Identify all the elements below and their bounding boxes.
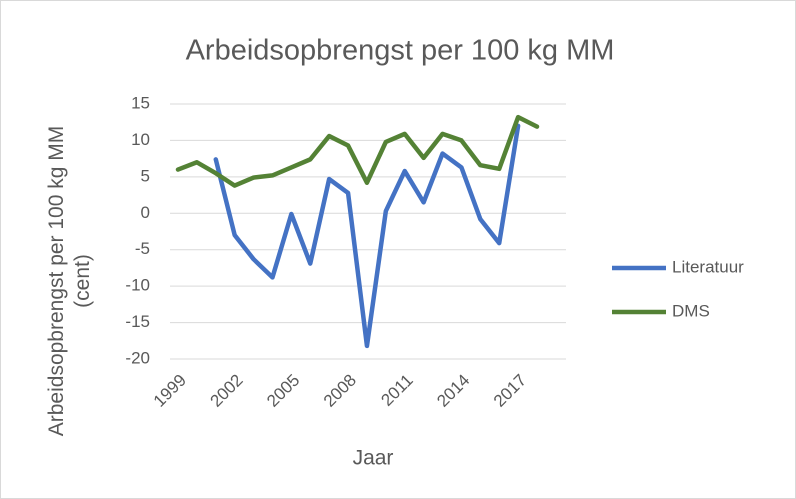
y-axis-label: Arbeidsopbrengst per 100 kg MM (cent) (45, 125, 94, 437)
y-tick-label: -10 (125, 276, 150, 295)
y-tick-label: 15 (131, 93, 150, 112)
series-line (175, 114, 540, 188)
x-axis-label: Jaar (353, 447, 394, 470)
legend-label: Literatuur (672, 257, 744, 276)
series-line (213, 123, 521, 349)
y-tick-label: 0 (141, 203, 150, 222)
y-tick-label: 5 (141, 166, 150, 185)
y-tick-label: -15 (125, 312, 150, 331)
y-tick-label: -20 (125, 348, 150, 367)
y-tick-label: -5 (135, 239, 150, 258)
y-tick-label: 10 (131, 130, 150, 149)
legend-label: DMS (672, 301, 710, 320)
chart-title: Arbeidsopbrengst per 100 kg MM (186, 35, 615, 67)
